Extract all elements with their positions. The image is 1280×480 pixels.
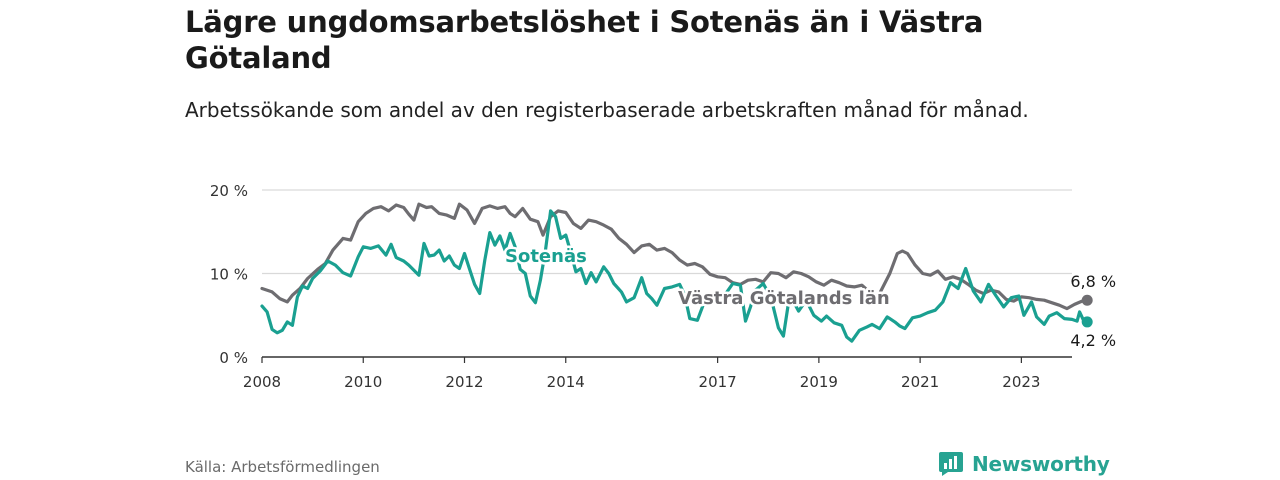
chart-title: Lägre ungdomsarbetslöshet i Sotenäs än i… xyxy=(185,5,984,75)
series-label-vastra-gotaland-halo: Västra Götalands län xyxy=(678,288,890,309)
source-note: Källa: Arbetsförmedlingen xyxy=(185,458,380,476)
end-label-sotenas: 4,2 % xyxy=(1070,331,1116,350)
y-tick-label: 0 % xyxy=(219,349,248,367)
x-tick-label: 2012 xyxy=(445,373,483,391)
x-tick-label: 2019 xyxy=(800,373,838,391)
x-tick-label: 2017 xyxy=(699,373,737,391)
series-line-sotenas xyxy=(260,209,1089,343)
y-tick-label: 20 % xyxy=(210,182,248,200)
chart-subtitle: Arbetssökande som andel av den registerb… xyxy=(185,98,1029,122)
newsworthy-logo: Newsworthy xyxy=(938,450,1110,478)
x-tick-label: 2014 xyxy=(547,373,585,391)
brand-name: Newsworthy xyxy=(972,452,1110,476)
end-label-vastra-gotaland: 6,8 % xyxy=(1070,272,1116,291)
series-label-sotenas-halo: Sotenäs xyxy=(505,246,587,267)
newsworthy-logo-icon xyxy=(939,452,963,476)
x-tick-label: 2023 xyxy=(1002,373,1040,391)
end-point-vastra-gotaland xyxy=(1081,294,1093,306)
y-tick-label: 10 % xyxy=(210,266,248,284)
x-tick-label: 2021 xyxy=(901,373,939,391)
series-line-vastra-gotaland xyxy=(260,202,1089,311)
x-tick-label: 2008 xyxy=(243,373,281,391)
x-tick-label: 2010 xyxy=(344,373,382,391)
series-label-sotenas: Sotenäs xyxy=(505,246,587,267)
end-point-sotenas xyxy=(1081,316,1093,328)
series-label-vastra-gotaland: Västra Götalands län xyxy=(678,288,890,309)
